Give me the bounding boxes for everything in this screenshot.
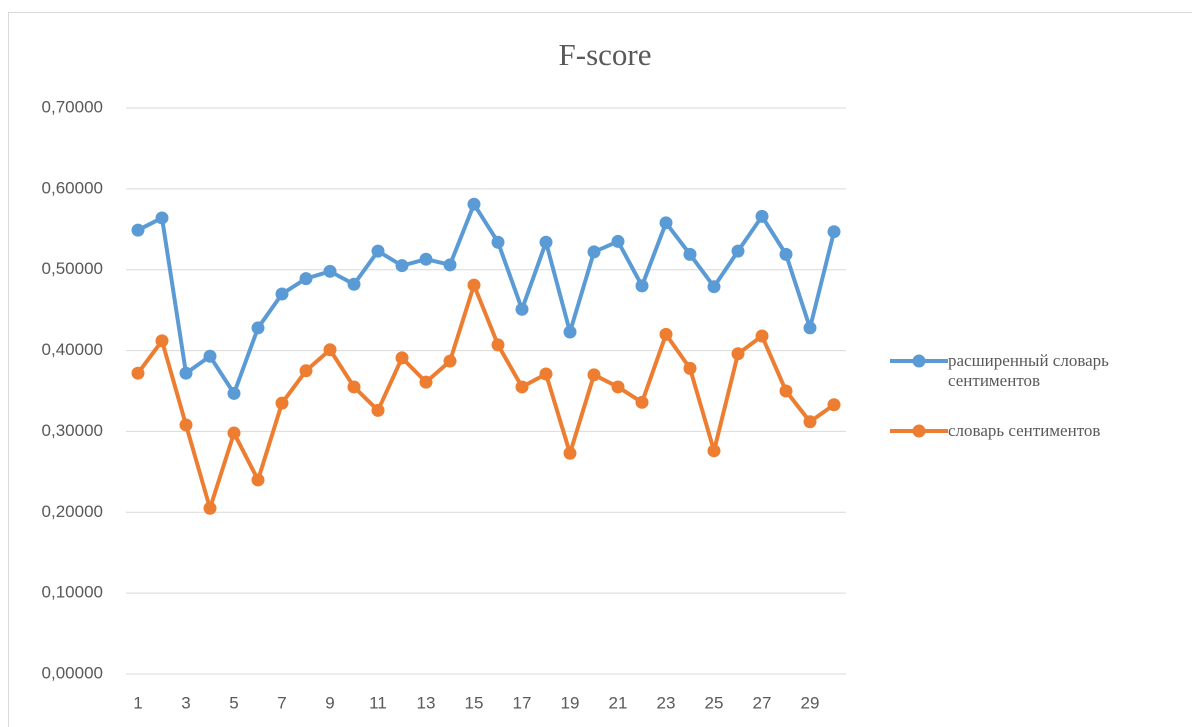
point <box>467 197 481 211</box>
point <box>635 279 649 293</box>
point <box>443 258 457 272</box>
legend-label: расширенный словарь сентиментов <box>948 351 1109 390</box>
point <box>323 343 337 357</box>
point <box>707 444 721 458</box>
y-tick-label: 0,70000 <box>42 97 103 116</box>
point <box>491 235 505 249</box>
x-tick-label: 21 <box>609 693 628 712</box>
point <box>707 280 721 294</box>
point <box>419 375 433 389</box>
point <box>539 235 553 249</box>
x-tick-label: 29 <box>801 693 820 712</box>
chart-border <box>8 12 1192 727</box>
point <box>755 329 769 343</box>
y-tick-label: 0,20000 <box>42 502 103 521</box>
point <box>659 216 673 230</box>
point <box>827 225 841 239</box>
point <box>419 252 433 266</box>
x-tick-label: 7 <box>277 693 286 712</box>
point <box>371 403 385 417</box>
point <box>323 264 337 278</box>
point <box>539 367 553 381</box>
point <box>635 395 649 409</box>
point <box>803 415 817 429</box>
y-tick-label: 0,10000 <box>42 583 103 602</box>
point <box>491 338 505 352</box>
point <box>731 244 745 258</box>
point <box>179 418 193 432</box>
point <box>275 287 289 301</box>
point <box>155 334 169 348</box>
legend-label: словарь сентиментов <box>948 421 1101 440</box>
x-tick-label: 15 <box>465 693 484 712</box>
point <box>515 380 529 394</box>
x-tick-label: 17 <box>513 693 532 712</box>
y-tick-label: 0,00000 <box>42 663 103 682</box>
point <box>299 272 313 286</box>
point <box>251 473 265 487</box>
x-tick-label: 11 <box>369 693 387 712</box>
point <box>803 321 817 335</box>
x-tick-label: 25 <box>705 693 724 712</box>
point <box>683 247 697 261</box>
point <box>275 396 289 410</box>
point <box>203 349 217 363</box>
x-tick-label: 13 <box>417 693 436 712</box>
x-tick-label: 27 <box>753 693 772 712</box>
point <box>227 426 241 440</box>
x-tick-label: 19 <box>561 693 580 712</box>
series-line <box>137 202 836 396</box>
point <box>443 354 457 368</box>
point <box>131 223 145 237</box>
point <box>611 234 625 248</box>
point <box>347 277 361 291</box>
legend-marker <box>912 354 926 368</box>
point <box>731 347 745 361</box>
y-tick-label: 0,30000 <box>42 421 103 440</box>
point <box>755 209 769 223</box>
y-tick-label: 0,50000 <box>42 259 103 278</box>
x-tick-label: 1 <box>133 693 142 712</box>
x-tick-label: 23 <box>657 693 676 712</box>
point <box>299 364 313 378</box>
legend-marker <box>912 424 926 438</box>
point <box>227 386 241 400</box>
point <box>683 361 697 375</box>
point <box>563 325 577 339</box>
point <box>563 446 577 460</box>
point <box>395 351 409 365</box>
point <box>179 366 193 380</box>
point <box>779 247 793 261</box>
x-tick-label: 3 <box>181 693 190 712</box>
point <box>587 245 601 259</box>
y-tick-label: 0,60000 <box>42 178 103 197</box>
point <box>611 380 625 394</box>
point <box>587 368 601 382</box>
x-tick-label: 5 <box>229 693 238 712</box>
point <box>515 302 529 316</box>
series-line <box>136 283 836 511</box>
point <box>659 327 673 341</box>
point <box>131 366 145 380</box>
point <box>347 380 361 394</box>
y-tick-label: 0,40000 <box>42 340 103 359</box>
point <box>203 501 217 515</box>
point <box>155 211 169 225</box>
chart-title: F-score <box>559 37 652 72</box>
point <box>467 278 481 292</box>
point <box>251 321 265 335</box>
x-tick-label: 9 <box>325 693 334 712</box>
point <box>371 244 385 258</box>
point <box>827 398 841 412</box>
point <box>395 259 409 273</box>
point <box>779 384 793 398</box>
